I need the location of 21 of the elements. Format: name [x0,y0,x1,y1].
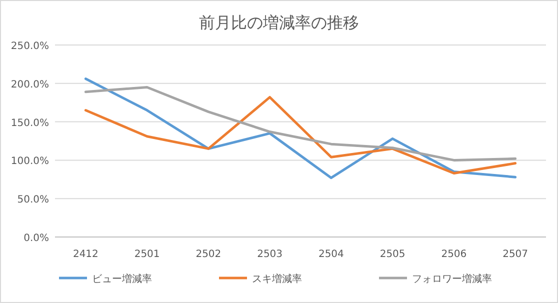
y-tick-label: 250.0% [10,41,49,52]
x-tick-label: 2506 [441,249,467,260]
y-tick-label: 0.0% [24,233,49,244]
legend-label: ビュー増減率 [92,273,152,285]
x-tick-label: 2502 [196,249,222,260]
line-series [84,86,517,162]
line-series [84,96,517,175]
x-tick-label: 2412 [72,249,98,260]
x-tick-label: 2507 [502,249,528,260]
legend-label: フォロワー増減率 [412,273,492,285]
legend-label: スキ増減率 [252,273,302,285]
x-tick-label: 2501 [134,249,160,260]
chart-title: 前月比の増減率の推移 [199,13,359,32]
y-tick-label: 200.0% [10,79,49,90]
y-tick-label: 50.0% [17,194,49,206]
x-tick-label: 2503 [257,249,283,260]
x-tick-label: 2505 [380,249,406,260]
x-tick-label: 2504 [318,249,344,260]
line-series [84,78,517,180]
y-tick-label: 100.0% [10,156,49,168]
y-tick-label: 150.0% [10,118,49,129]
